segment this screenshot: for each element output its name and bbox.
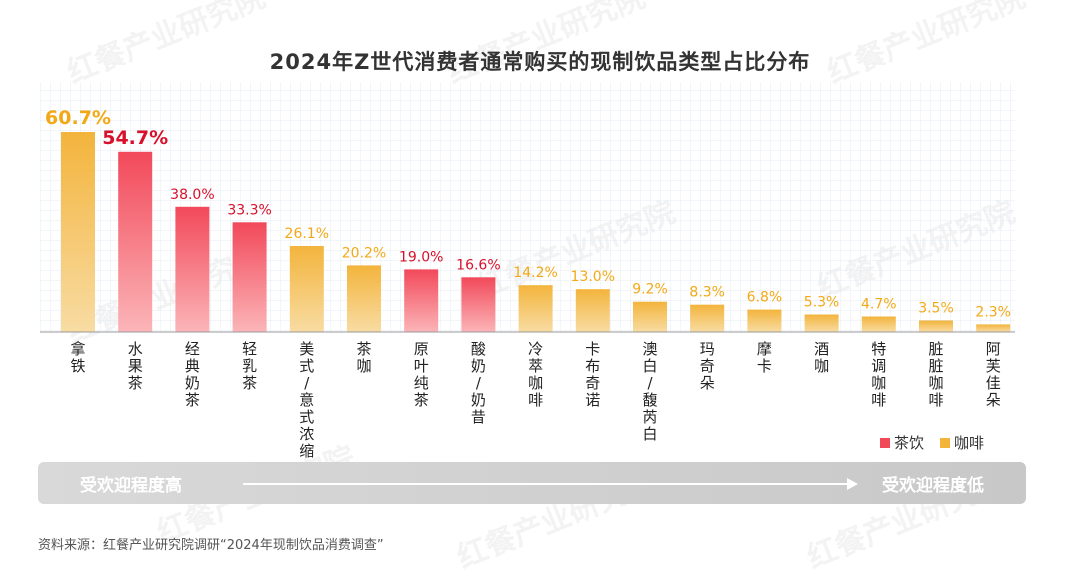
category-label-3: 轻乳茶: [242, 340, 257, 392]
category-label-15: 脏脏咖啡: [928, 340, 943, 409]
bar-5: [347, 265, 381, 332]
bar-9: [575, 289, 610, 332]
category-label-2: 经典奶茶: [185, 340, 200, 409]
category-label-13: 酒咖: [814, 340, 829, 375]
popularity-band: 受欢迎程度高 受欢迎程度低: [38, 462, 1026, 504]
value-label-12: 6.8%: [747, 290, 783, 306]
value-label-15: 3.5%: [918, 301, 954, 317]
category-label-0: 拿铁: [70, 340, 85, 375]
legend-item-coffee: 咖啡: [940, 432, 984, 453]
bar-1: [118, 151, 153, 332]
popularity-arrow-line: [243, 483, 848, 485]
value-label-6: 19.0%: [399, 249, 443, 265]
popularity-low-label: 受欢迎程度低: [882, 476, 984, 496]
bar-10: [633, 301, 667, 332]
bar-7: [461, 277, 496, 332]
legend-label-coffee: 咖啡: [954, 434, 985, 452]
value-label-7: 16.6%: [456, 257, 500, 273]
bar-6: [404, 269, 439, 332]
bar-chart: 60.7% 拿铁 54.7% 水果茶 38.0% 经典奶茶 33.3% 轻乳茶 26.1% 美式/…: [40, 82, 1015, 460]
legend-swatch-tea: [880, 437, 890, 448]
bar-4: [289, 246, 324, 332]
arrow-right-icon: [847, 478, 858, 490]
category-label-1: 水果茶: [128, 340, 143, 392]
legend-swatch-coffee: [940, 437, 951, 448]
value-label-9: 13.0%: [571, 269, 615, 285]
value-label-10: 9.2%: [632, 282, 668, 298]
value-label-14: 4.7%: [861, 297, 897, 313]
value-label-0: 60.7%: [45, 107, 111, 129]
category-label-14: 特调咖啡: [871, 340, 886, 409]
bar-0: [61, 132, 95, 332]
bar-11: [690, 304, 725, 332]
legend-item-tea: 茶饮: [880, 432, 924, 453]
source-note: 资料来源：红餐产业研究院调研“2024年现制饮品消费调查”: [38, 538, 384, 553]
value-label-5: 20.2%: [342, 245, 386, 261]
value-label-8: 14.2%: [513, 265, 557, 281]
category-label-10: 澳白/馥芮白: [642, 340, 657, 443]
legend-label-tea: 茶饮: [894, 434, 925, 452]
bar-3: [232, 222, 267, 332]
category-label-8: 冷萃咖啡: [528, 340, 543, 409]
value-label-4: 26.1%: [285, 226, 329, 242]
value-label-3: 33.3%: [227, 202, 271, 218]
bar-13: [804, 314, 839, 332]
category-label-16: 阿芙佳朵: [986, 340, 1001, 409]
bar-8: [518, 285, 553, 332]
value-label-11: 8.3%: [689, 285, 725, 301]
category-label-4: 美式/意式浓缩: [299, 340, 314, 460]
category-label-5: 茶咖: [356, 340, 371, 375]
legend: 茶饮 咖啡: [880, 432, 984, 453]
bar-15: [919, 320, 953, 332]
popularity-high-label: 受欢迎程度高: [80, 476, 182, 496]
category-label-9: 卡布奇诺: [585, 340, 600, 409]
value-label-1: 54.7%: [102, 127, 168, 149]
value-label-16: 2.3%: [975, 304, 1011, 320]
category-label-6: 原叶纯茶: [414, 340, 429, 409]
chart-title: 2024年Z世代消费者通常购买的现制饮品类型占比分布: [269, 50, 811, 74]
bar-12: [747, 309, 782, 332]
category-label-11: 玛奇朵: [700, 340, 715, 392]
value-label-2: 38.0%: [170, 187, 214, 203]
bar-16: [976, 324, 1011, 332]
bar-2: [175, 206, 210, 332]
category-label-7: 酸奶/奶昔: [471, 340, 486, 426]
bar-14: [861, 316, 896, 332]
category-label-12: 摩卡: [757, 340, 772, 375]
value-label-13: 5.3%: [804, 295, 840, 311]
